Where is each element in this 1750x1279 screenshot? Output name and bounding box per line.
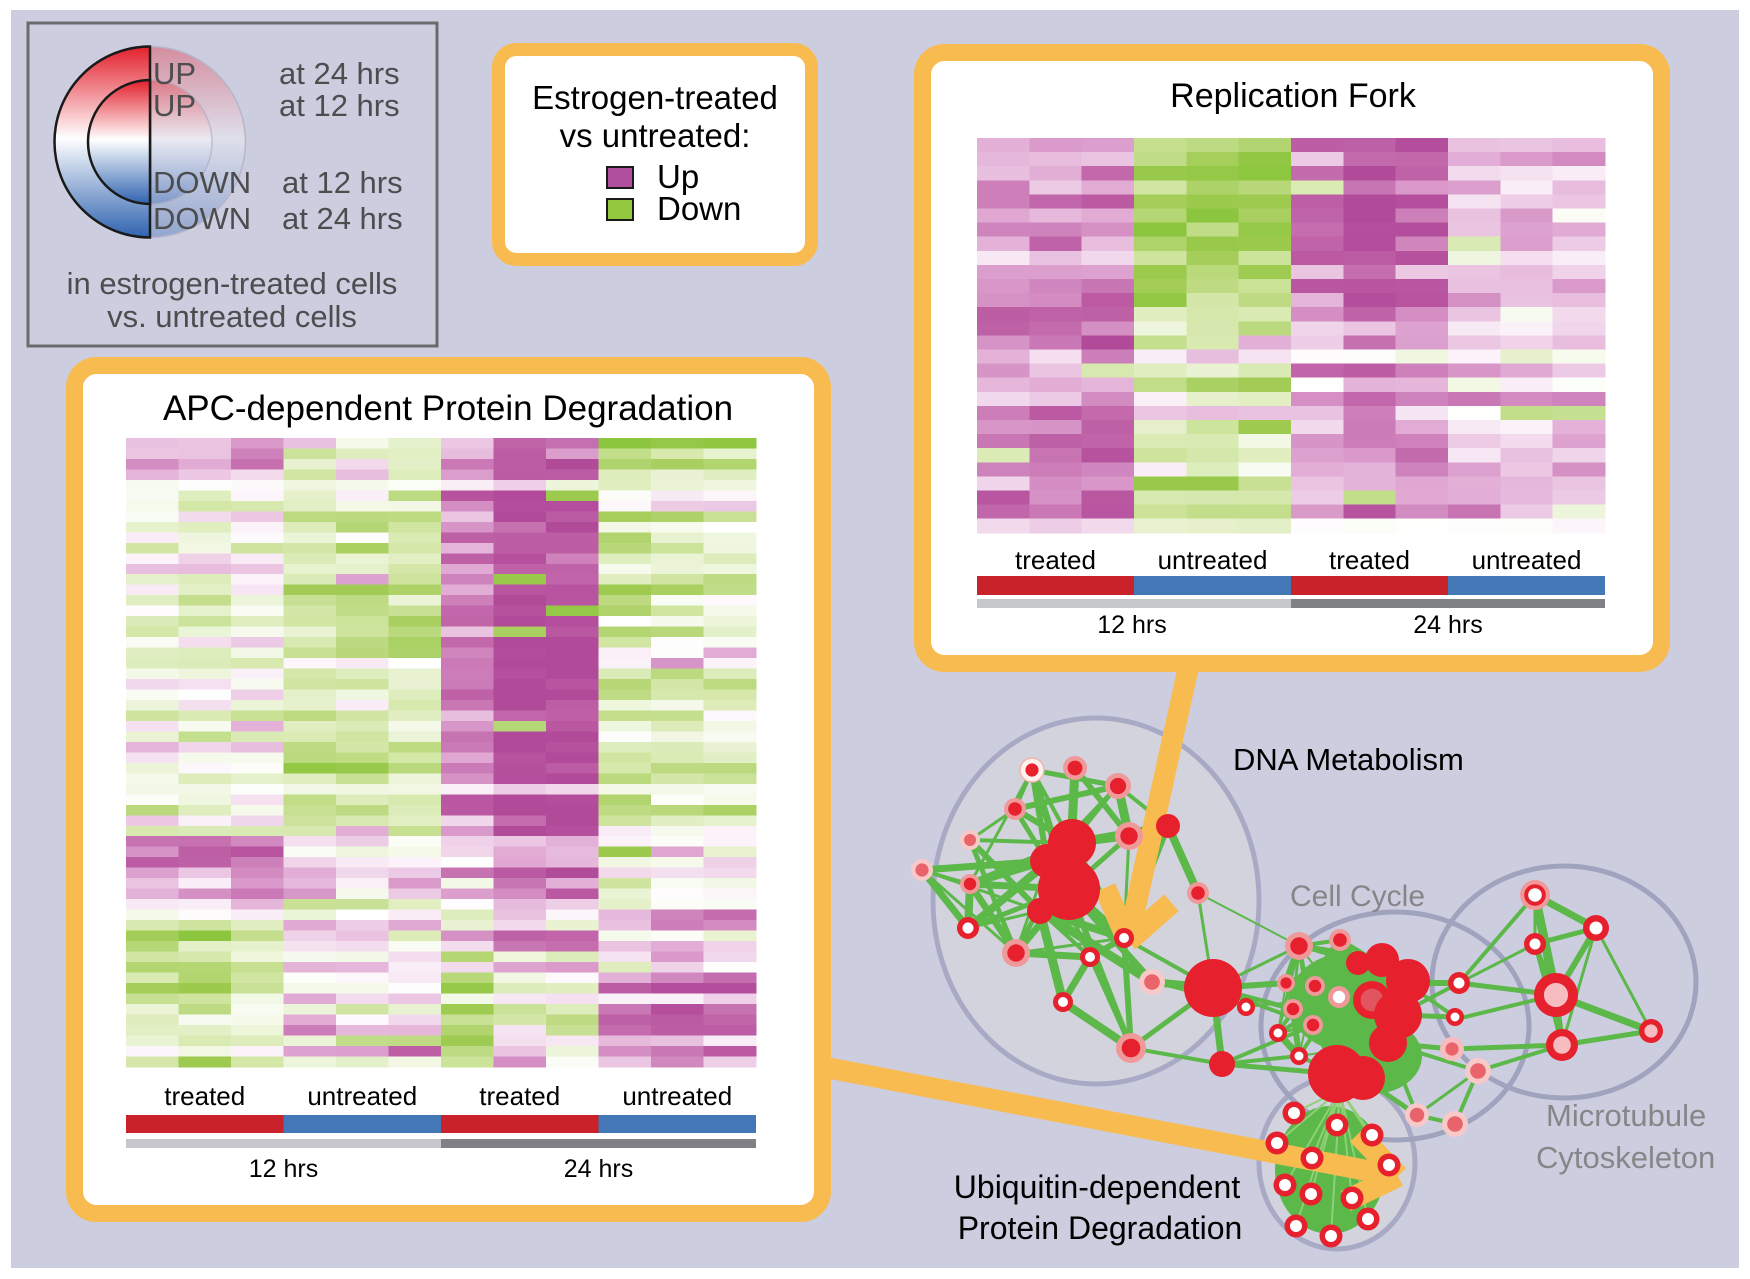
svg-text:Cytoskeleton: Cytoskeleton	[1536, 1140, 1715, 1175]
svg-text:in estrogen-treated cells: in estrogen-treated cells	[67, 266, 398, 301]
svg-text:at 12 hrs: at 12 hrs	[282, 165, 403, 200]
svg-text:vs untreated:: vs untreated:	[560, 117, 751, 154]
svg-text:24 hrs: 24 hrs	[1413, 611, 1482, 639]
svg-text:UP: UP	[153, 56, 196, 91]
svg-text:untreated: untreated	[1472, 545, 1582, 575]
svg-text:untreated: untreated	[307, 1081, 417, 1111]
svg-text:Estrogen-treated: Estrogen-treated	[532, 79, 778, 116]
svg-text:at 24 hrs: at 24 hrs	[279, 56, 400, 91]
svg-text:Ubiquitin-dependent: Ubiquitin-dependent	[954, 1169, 1241, 1205]
svg-text:12 hrs: 12 hrs	[249, 1155, 318, 1183]
svg-text:vs. untreated cells: vs. untreated cells	[107, 299, 357, 334]
svg-text:treated: treated	[479, 1081, 560, 1111]
svg-text:untreated: untreated	[622, 1081, 732, 1111]
svg-text:DOWN: DOWN	[153, 201, 251, 236]
svg-text:Replication Fork: Replication Fork	[1170, 77, 1417, 115]
svg-text:24 hrs: 24 hrs	[564, 1155, 633, 1183]
svg-text:Cell Cycle: Cell Cycle	[1290, 880, 1425, 913]
svg-text:untreated: untreated	[1158, 545, 1268, 575]
svg-text:treated: treated	[1015, 545, 1096, 575]
svg-text:treated: treated	[164, 1081, 245, 1111]
svg-text:APC-dependent Protein Degradat: APC-dependent Protein Degradation	[163, 389, 733, 428]
svg-text:12 hrs: 12 hrs	[1097, 611, 1166, 639]
svg-text:at 24 hrs: at 24 hrs	[282, 201, 403, 236]
svg-text:DNA Metabolism: DNA Metabolism	[1233, 742, 1464, 777]
svg-text:Microtubule: Microtubule	[1546, 1098, 1706, 1133]
svg-text:treated: treated	[1329, 545, 1410, 575]
svg-text:Up: Up	[657, 158, 699, 195]
svg-text:Protein Degradation: Protein Degradation	[958, 1210, 1243, 1246]
svg-text:DOWN: DOWN	[153, 165, 251, 200]
svg-text:at 12 hrs: at 12 hrs	[279, 88, 400, 123]
svg-text:Down: Down	[657, 190, 741, 227]
svg-text:UP: UP	[153, 88, 196, 123]
